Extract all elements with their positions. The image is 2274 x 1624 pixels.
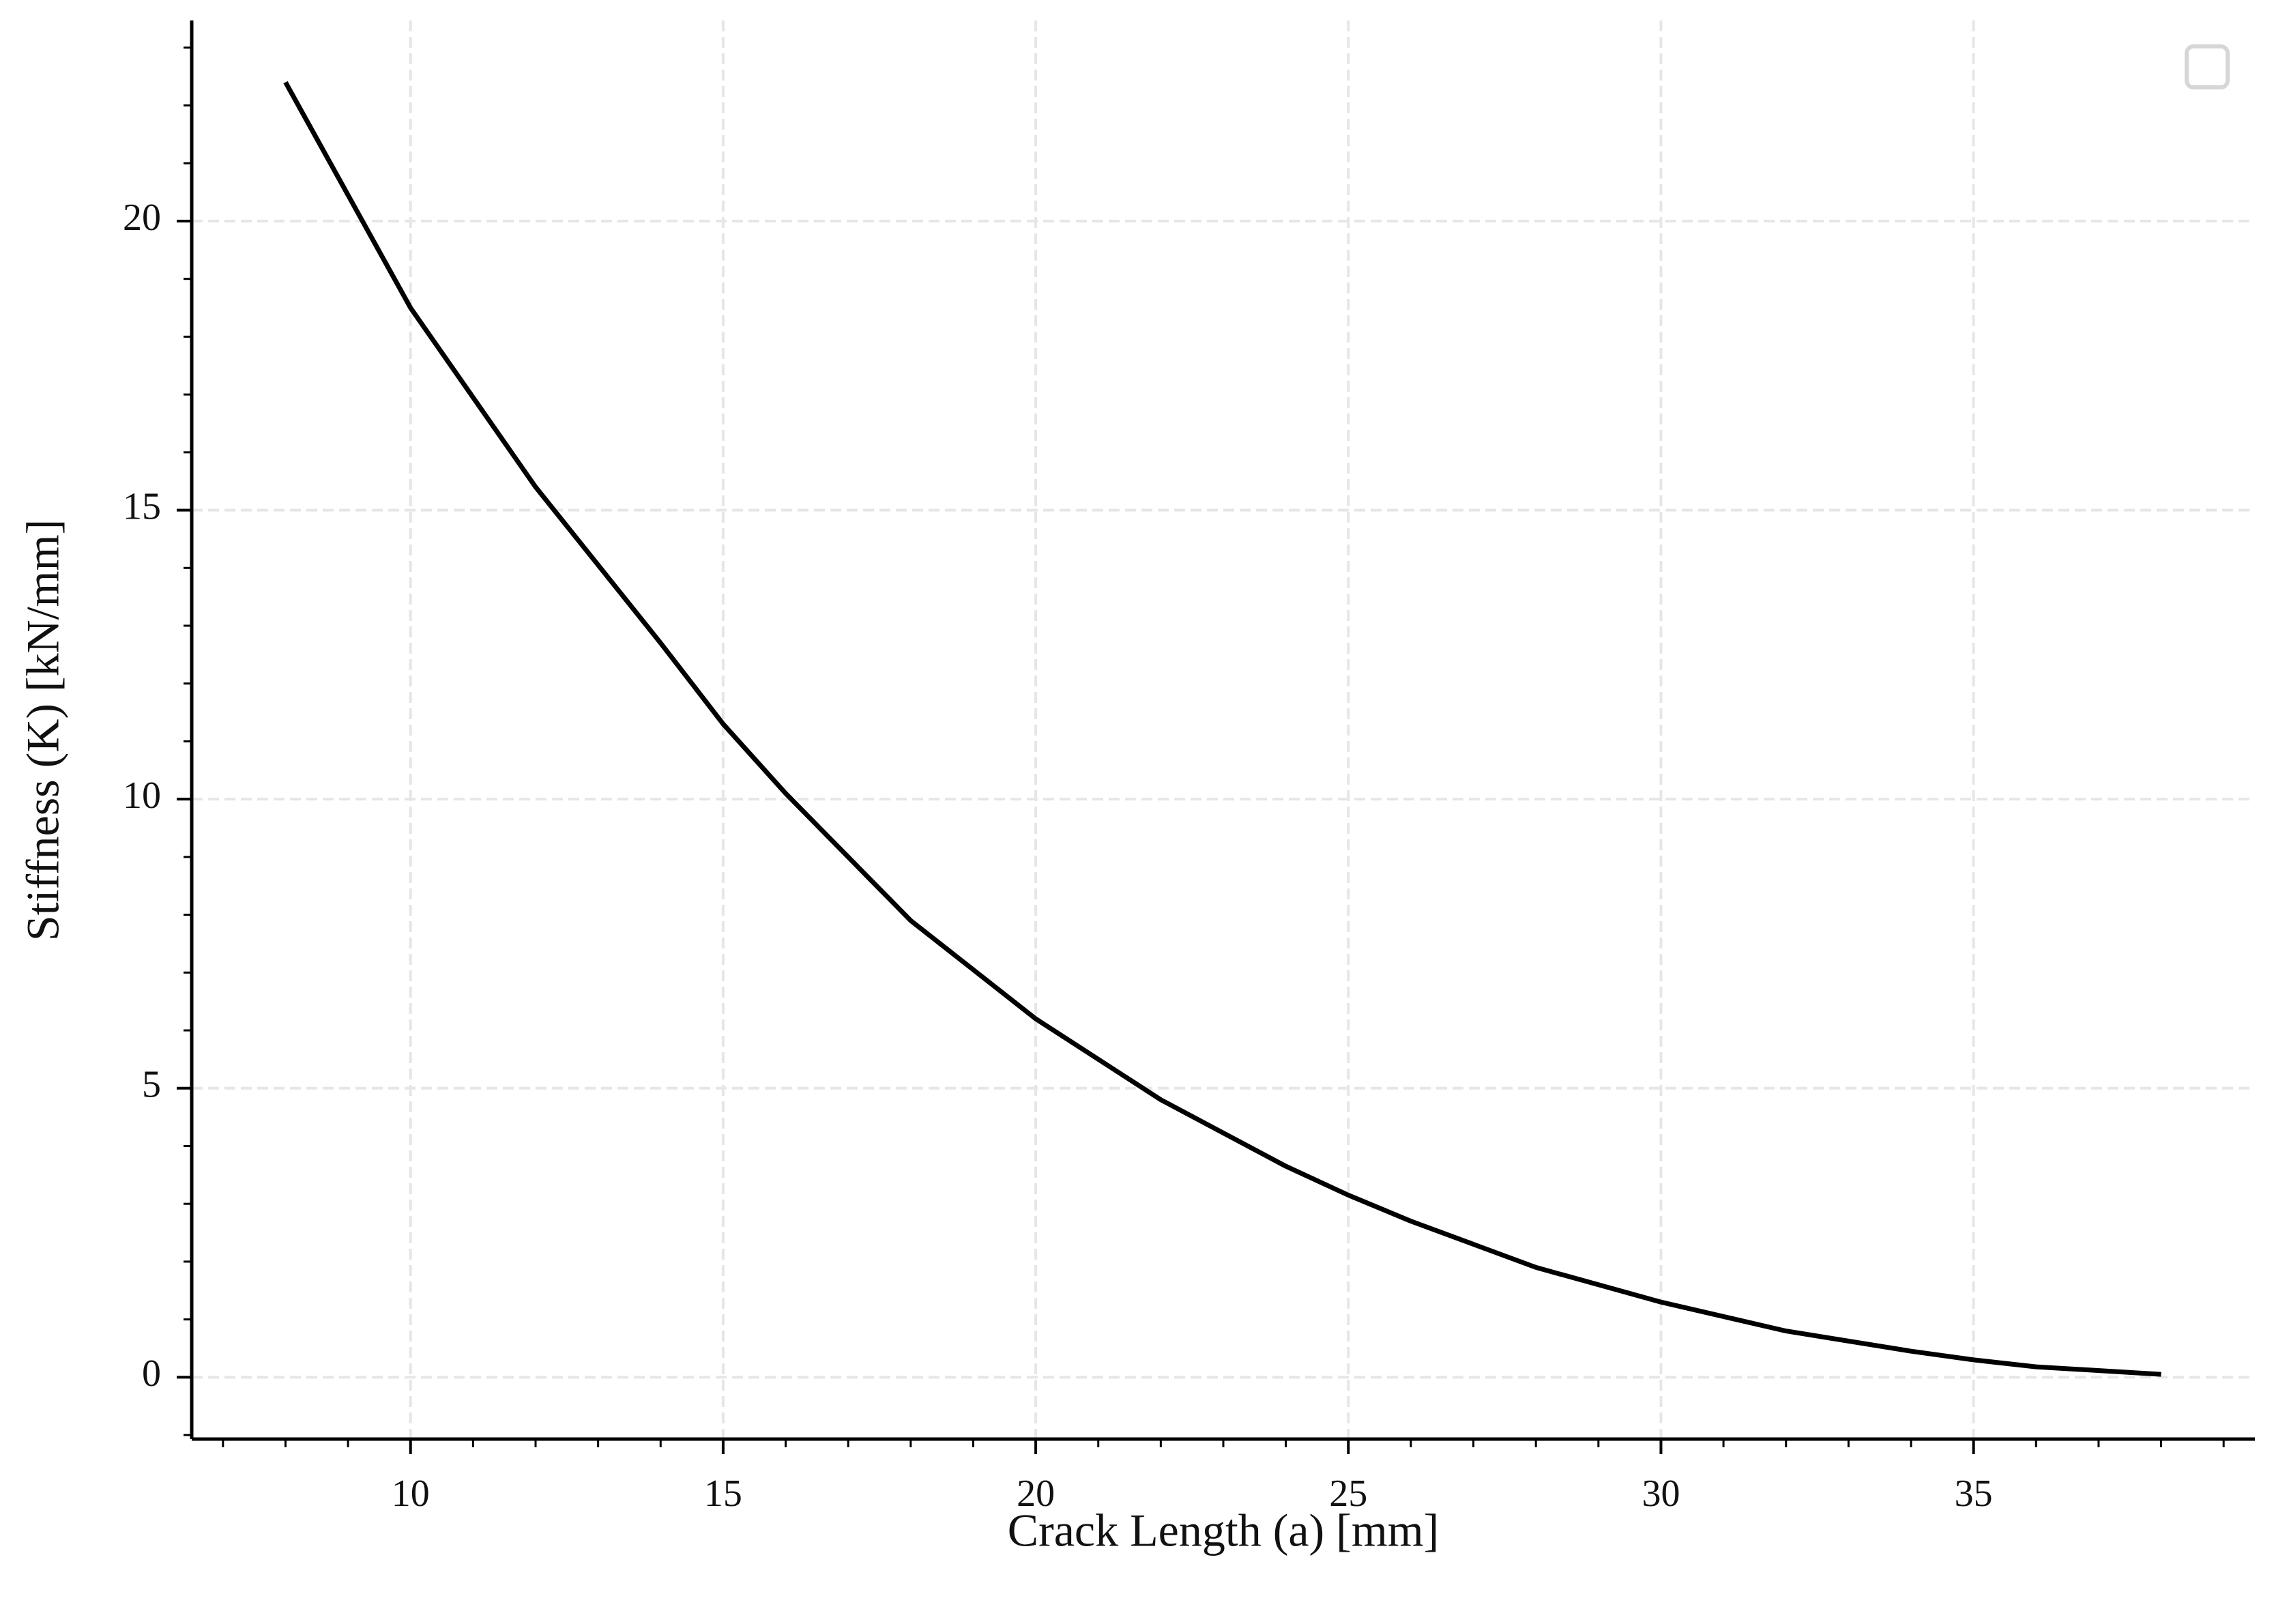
y-tick-label: 0 [142, 1352, 161, 1395]
y-tick-label: 10 [123, 774, 161, 817]
x-tick-label: 35 [1955, 1473, 1993, 1515]
x-tick-label: 30 [1642, 1473, 1680, 1515]
legend-box [2185, 44, 2230, 89]
y-axis-label: Stiffness (K) [kN/mm] [17, 519, 69, 941]
x-tick-label: 20 [1017, 1473, 1055, 1515]
x-tick-label: 25 [1329, 1473, 1367, 1515]
y-tick-label: 5 [142, 1064, 161, 1106]
data-line [283, 81, 2161, 1377]
x-axis-label: Crack Length (a) [mm] [1008, 1505, 1440, 1556]
x-tick-label: 15 [704, 1473, 742, 1515]
y-tick-label: 20 [123, 197, 161, 239]
y-tick-label: 15 [123, 485, 161, 527]
x-tick-label: 10 [392, 1473, 430, 1515]
